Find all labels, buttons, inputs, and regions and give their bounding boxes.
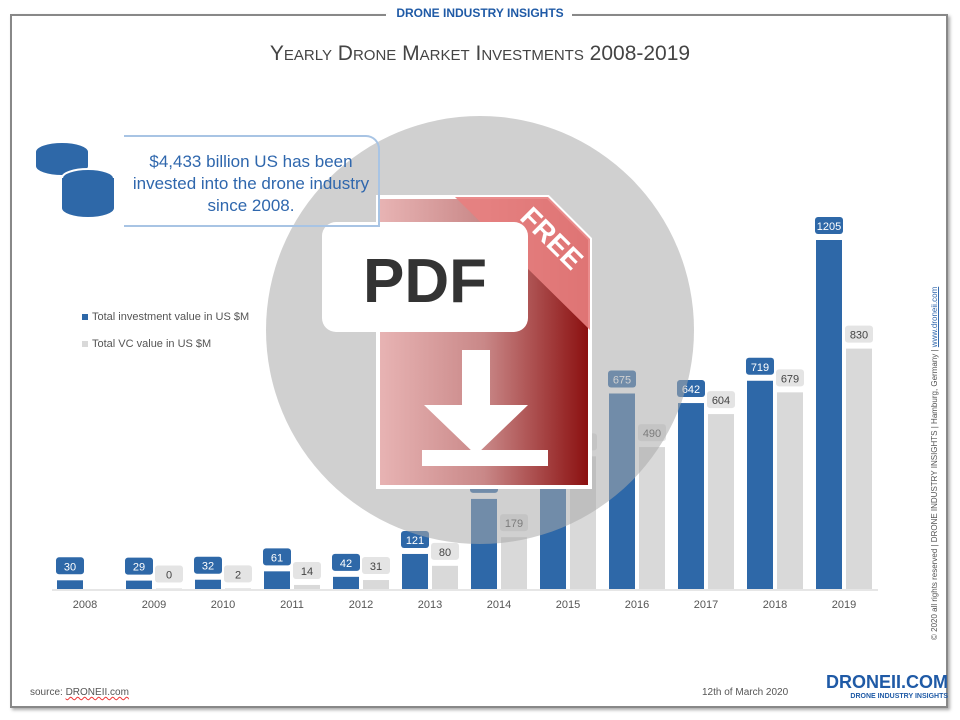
bar-vc bbox=[708, 414, 734, 589]
svg-text:PDF: PDF bbox=[363, 247, 487, 316]
bar-vc bbox=[639, 447, 665, 589]
droneii-logo: DRONEII.COM DRONE INDUSTRY INSIGHTS bbox=[826, 672, 949, 700]
data-label: 121 bbox=[406, 535, 424, 547]
bar-vc bbox=[156, 588, 182, 589]
x-tick-label: 2017 bbox=[694, 599, 718, 611]
data-label-bg bbox=[746, 357, 774, 375]
bar-investment bbox=[57, 580, 83, 589]
x-tick-label: 2019 bbox=[832, 599, 856, 611]
x-tick-label: 2015 bbox=[556, 599, 580, 611]
copyright-note: © 2020 all rights reserved | DRONE INDUS… bbox=[930, 286, 939, 640]
chart-title: Yearly Drone Market Investments 2008-201… bbox=[269, 42, 691, 65]
data-label: 830 bbox=[850, 330, 868, 342]
data-label: 679 bbox=[781, 373, 799, 385]
data-label: 0 bbox=[166, 570, 172, 582]
data-label: 719 bbox=[751, 362, 769, 374]
data-label-bg bbox=[332, 553, 360, 571]
data-label: 604 bbox=[712, 395, 730, 407]
x-tick-label: 2018 bbox=[763, 599, 787, 611]
x-tick-label: 2013 bbox=[418, 599, 442, 611]
data-label: 42 bbox=[340, 558, 352, 570]
data-label-bg bbox=[776, 369, 804, 387]
data-label-bg bbox=[293, 561, 321, 579]
bar-investment bbox=[333, 576, 359, 589]
bar-vc bbox=[777, 392, 803, 589]
x-tick-label: 2014 bbox=[487, 599, 511, 611]
data-label-bg bbox=[56, 557, 84, 575]
data-label-bg bbox=[707, 391, 735, 409]
source-note: source: DRONEII.com bbox=[30, 687, 129, 698]
x-tick-label: 2012 bbox=[349, 599, 373, 611]
bar-investment bbox=[402, 553, 428, 589]
date-note: 12th of March 2020 bbox=[702, 687, 789, 698]
data-label-bg bbox=[155, 565, 183, 583]
bar-investment bbox=[264, 571, 290, 589]
data-label-bg bbox=[125, 557, 153, 575]
data-label-bg bbox=[194, 556, 222, 574]
data-label-bg bbox=[845, 325, 873, 343]
data-label: 1205 bbox=[817, 221, 841, 233]
data-label: 2 bbox=[235, 569, 241, 581]
bar-vc bbox=[432, 565, 458, 589]
data-label: 642 bbox=[682, 384, 700, 396]
bar-vc bbox=[294, 584, 320, 589]
coins-icon bbox=[36, 143, 115, 217]
x-tick-label: 2011 bbox=[280, 599, 304, 611]
bar-investment bbox=[126, 580, 152, 589]
chart-frame bbox=[10, 14, 948, 708]
callout-box: $4,433 billion US has been invested into… bbox=[124, 135, 380, 227]
bar-vc bbox=[846, 348, 872, 589]
legend-investment: Total investment value in US $M bbox=[82, 311, 249, 323]
data-label-bg bbox=[431, 542, 459, 560]
divider bbox=[570, 14, 946, 16]
data-label-bg bbox=[263, 548, 291, 566]
x-tick-label: 2009 bbox=[142, 599, 166, 611]
bar-vc bbox=[501, 537, 527, 589]
bar-investment bbox=[195, 579, 221, 589]
bar-investment bbox=[747, 380, 773, 589]
data-label: 30 bbox=[64, 561, 76, 573]
data-label: 80 bbox=[439, 547, 451, 559]
divider bbox=[10, 14, 386, 16]
data-label: 14 bbox=[301, 566, 313, 578]
brand-header: DRONE INDUSTRY INSIGHTS bbox=[0, 6, 960, 20]
x-tick-label: 2010 bbox=[211, 599, 235, 611]
data-label-bg bbox=[815, 217, 843, 234]
data-label: 31 bbox=[370, 561, 382, 573]
x-tick-label: 2008 bbox=[73, 599, 97, 611]
data-label-bg bbox=[224, 565, 252, 583]
data-label-bg bbox=[362, 557, 390, 575]
website-link[interactable]: www.droneii.com bbox=[930, 286, 939, 348]
x-tick-label: 2016 bbox=[625, 599, 649, 611]
data-label: 61 bbox=[271, 552, 283, 564]
data-label: 29 bbox=[133, 562, 145, 574]
data-label: 32 bbox=[202, 561, 214, 573]
bar-vc bbox=[363, 580, 389, 589]
legend-vc: Total VC value in US $M bbox=[82, 338, 211, 350]
bar-investment bbox=[816, 240, 842, 589]
bar-investment bbox=[678, 403, 704, 589]
bar-vc bbox=[225, 588, 251, 589]
